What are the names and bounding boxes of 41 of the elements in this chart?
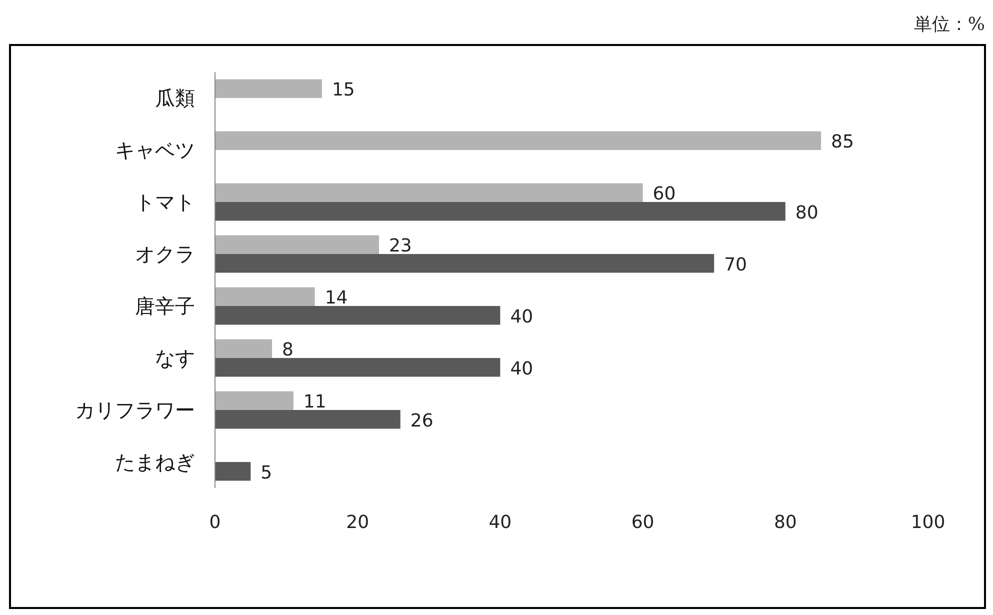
data-label: 26 bbox=[410, 410, 434, 432]
x-tick-label: 80 bbox=[774, 512, 797, 533]
bar bbox=[215, 462, 251, 481]
y-tick-label: たまねぎ bbox=[115, 450, 195, 474]
bar bbox=[215, 183, 643, 202]
y-tick-label: なす bbox=[155, 346, 195, 370]
data-label: 11 bbox=[303, 392, 326, 413]
y-tick-label: トマト bbox=[135, 190, 195, 214]
bar bbox=[215, 254, 714, 273]
x-tick-label: 0 bbox=[209, 512, 221, 533]
bar bbox=[215, 202, 786, 221]
data-label: 80 bbox=[795, 202, 818, 224]
data-label: 85 bbox=[831, 132, 854, 153]
y-tick-label: キャベツ bbox=[115, 138, 195, 162]
x-tick-label: 40 bbox=[488, 512, 512, 533]
bar bbox=[215, 287, 315, 306]
y-tick-label: オクラ bbox=[135, 242, 195, 266]
data-label: 70 bbox=[724, 254, 748, 276]
x-tick-label: 100 bbox=[910, 512, 946, 533]
y-tick-label: 瓜類 bbox=[155, 86, 195, 110]
data-label: 15 bbox=[332, 80, 355, 101]
data-label: 40 bbox=[510, 306, 534, 328]
bar bbox=[215, 410, 400, 429]
data-label: 60 bbox=[652, 184, 676, 205]
x-tick-label: 20 bbox=[346, 512, 370, 533]
bar bbox=[215, 79, 322, 98]
bar bbox=[215, 131, 822, 150]
bar bbox=[215, 306, 500, 325]
text: 単位：% bbox=[914, 14, 985, 35]
bar bbox=[215, 339, 272, 358]
bar bbox=[215, 235, 379, 254]
bar bbox=[215, 358, 500, 377]
data-label: 8 bbox=[282, 340, 294, 361]
data-label: 23 bbox=[388, 236, 412, 257]
data-label: 40 bbox=[510, 358, 534, 380]
bar bbox=[215, 391, 294, 410]
data-label: 14 bbox=[324, 288, 348, 309]
data-label: 5 bbox=[260, 462, 272, 484]
y-tick-label: 唐辛子 bbox=[135, 294, 195, 318]
y-tick-label: カリフラワー bbox=[75, 398, 195, 422]
x-tick-label: 60 bbox=[631, 512, 654, 533]
